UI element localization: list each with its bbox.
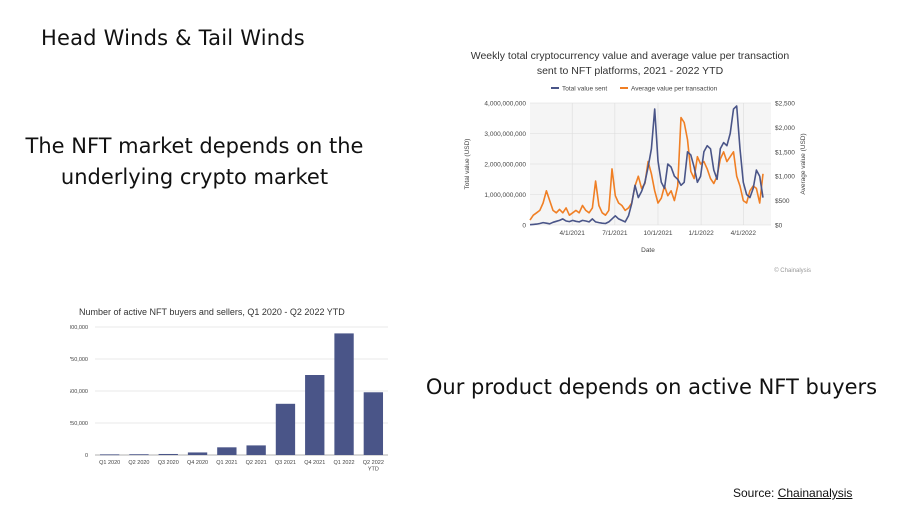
statement-crypto-market: The NFT market depends on the underlying… [12,131,377,193]
y-right-tick-label: $0 [775,223,783,230]
x-tick-label: Q3 2020 [158,460,179,466]
y-tick-label: 750,000 [70,357,88,363]
statement-nft-buyers: Our product depends on active NFT buyers [414,372,889,403]
chart-title-line-2: sent to NFT platforms, 2021 - 2022 YTD [537,65,724,77]
y-left-tick-label: 3,000,000,000 [484,131,526,138]
y-tick-label: 1,000,000 [70,325,88,331]
x-tick-label: Q1 2021 [216,460,237,466]
y-tick-label: 0 [85,453,88,459]
legend-label-total: Total value sent [562,86,607,93]
chart-title: Number of active NFT buyers and sellers,… [79,307,345,317]
bar [187,452,208,455]
x-tick-label: 10/1/2021 [644,230,673,237]
legend-label-average: Average value per transaction [631,86,718,93]
bar [129,454,149,456]
y-tick-label: 250,000 [70,421,88,427]
bar [99,454,120,456]
y-right-tick-label: $1,000 [775,174,795,181]
y-right-tick-label: $1,500 [775,149,795,156]
y-tick-label: 500,000 [70,389,88,395]
x-tick-label: 4/1/2021 [560,230,586,237]
statement-line-2: underlying crypto market [60,165,329,189]
bar [275,403,296,455]
statement-line-1: The NFT market depends on the [25,134,364,158]
source-link[interactable]: Chainanalysis [777,486,853,500]
x-axis-label: Date [641,247,655,254]
x-tick-label: 1/1/2022 [688,230,714,237]
line-chart: Weekly total cryptocurrency value and av… [464,50,811,274]
slide-title: Head Winds & Tail Winds [41,26,305,50]
statement-line: Our product depends on active NFT buyers [425,375,878,399]
y-right-axis-label: Average value (USD) [800,133,807,194]
bar [305,375,325,455]
x-tick-label: Q2 2021 [246,460,267,466]
y-right-tick-label: $2,500 [775,101,795,108]
series-line-total-value [529,105,764,226]
x-tick-label: Q2 2020 [128,460,149,466]
source-prefix: Source: [733,486,778,500]
x-tick-label: Q2 2022 [363,460,384,466]
x-tick-label: Q4 2020 [187,460,208,466]
y-left-tick-label: 0 [522,223,526,230]
x-tick-label: 7/1/2021 [602,230,628,237]
y-right-tick-label: $2,000 [775,125,795,132]
bar [217,447,237,455]
x-tick-label: Q1 2020 [99,460,120,466]
y-left-tick-label: 1,000,000,000 [484,192,526,199]
x-tick-label: Q4 2021 [304,460,325,466]
x-tick-label: 4/1/2022 [731,230,757,237]
chart-watermark: © Chainalysis [774,267,811,274]
bar-chart: Number of active NFT buyers and sellers,… [70,307,388,473]
y-left-tick-label: 2,000,000,000 [484,162,526,169]
x-tick-label: Q1 2022 [333,460,354,466]
y-left-axis-label: Total value (USD) [464,139,471,190]
x-tick-label: Q3 2021 [275,460,296,466]
x-tick-label: YTD [368,467,379,473]
bar [246,445,266,455]
source-citation: Source: Chainanalysis [733,486,852,500]
bar [334,333,354,455]
bar [363,392,384,455]
bar [158,453,178,455]
chart-title-line-1: Weekly total cryptocurrency value and av… [471,50,790,62]
y-left-tick-label: 4,000,000,000 [484,101,526,108]
y-right-tick-label: $500 [775,198,790,205]
